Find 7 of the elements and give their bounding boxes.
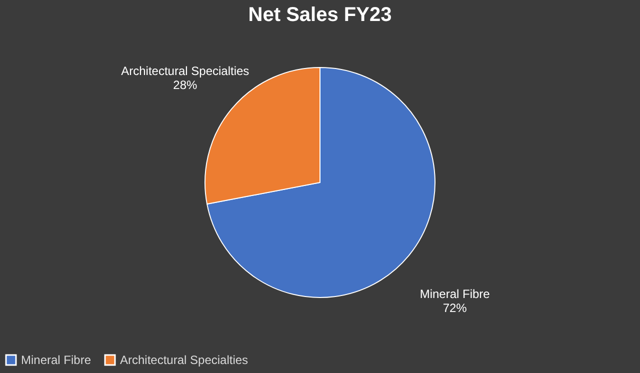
legend-label: Architectural Specialties bbox=[120, 353, 248, 367]
data-label: 28% bbox=[173, 78, 198, 92]
data-label: 72% bbox=[442, 301, 468, 316]
slice-label: Architectural Specialties bbox=[121, 64, 250, 78]
slice-label: Mineral Fibre bbox=[420, 287, 490, 302]
chart-title: Net Sales FY23 bbox=[248, 4, 392, 26]
legend-label: Mineral Fibre bbox=[21, 353, 92, 367]
